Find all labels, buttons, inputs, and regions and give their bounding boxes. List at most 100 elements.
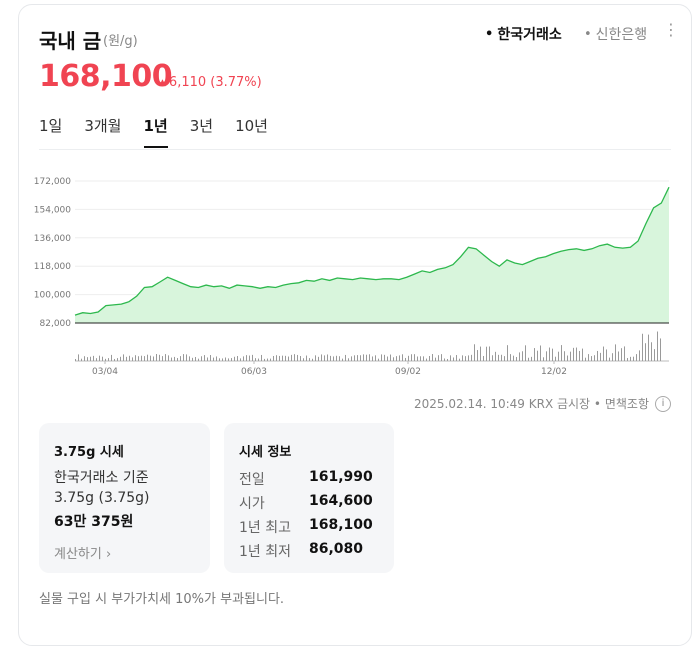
volume-bar <box>75 359 76 361</box>
volume-bar <box>396 356 397 361</box>
volume-bar <box>636 354 637 361</box>
info-row-low: 1년 최저 86,080 <box>239 541 363 561</box>
volume-bar <box>642 333 643 361</box>
page-title: 국내 금 <box>39 29 102 53</box>
volume-bar <box>207 357 208 361</box>
volume-bar <box>426 358 427 361</box>
volume-bar <box>372 356 373 361</box>
volume-bar <box>198 358 199 361</box>
volume-bar <box>495 351 496 361</box>
volume-bar <box>114 358 115 361</box>
volume-bar <box>408 355 409 361</box>
volume-bar <box>444 358 445 361</box>
volume-bar <box>222 358 223 361</box>
volume-bar <box>339 356 340 361</box>
volume-bar <box>489 346 490 361</box>
volume-bar <box>174 356 175 361</box>
info-row-high: 1년 최고 168,100 <box>239 517 373 537</box>
volume-bar <box>123 354 124 361</box>
volume-bar <box>369 354 370 361</box>
volume-bar <box>273 356 274 361</box>
current-price: 168,100 <box>39 59 173 94</box>
info-row-value: 86,080 <box>309 541 364 557</box>
volume-bar <box>348 358 349 361</box>
volume-bar <box>528 357 529 361</box>
volume-bar <box>351 356 352 361</box>
volume-bar <box>648 334 649 361</box>
y-tick-label: 172,000 <box>34 177 71 187</box>
volume-bar <box>576 347 577 361</box>
volume-bar <box>360 355 361 361</box>
tab-1d[interactable]: 1일 <box>39 117 63 135</box>
volume-bar <box>657 331 658 361</box>
price-chart[interactable]: 172,000 154,000 136,000 118,000 100,000 82,00… <box>19 165 691 385</box>
source-tab-shinhan[interactable]: • 신한은행 <box>584 24 647 44</box>
more-vertical-icon[interactable]: ⋮ <box>663 20 679 39</box>
tab-3y[interactable]: 3년 <box>189 117 214 135</box>
source-tab-krx[interactable]: • 한국거래소 <box>485 24 562 44</box>
tab-3m[interactable]: 3개월 <box>84 117 122 135</box>
x-tick-label: 12/02 <box>541 367 567 377</box>
tab-10y[interactable]: 10년 <box>235 117 268 135</box>
volume-bar <box>81 358 82 361</box>
volume-bar <box>225 357 226 361</box>
volume-bar <box>450 355 451 361</box>
info-row-prev: 전일 161,990 <box>239 469 373 489</box>
volume-bar <box>243 356 244 361</box>
volume-bar <box>186 354 187 361</box>
volume-bar <box>150 355 151 361</box>
volume-bar <box>543 357 544 361</box>
disclaimer-link[interactable]: 면책조항 <box>604 397 649 411</box>
volume-bar <box>477 350 478 361</box>
volume-bar <box>240 358 241 361</box>
source-tab-label: 신한은행 <box>595 27 648 43</box>
x-tick-label: 03/04 <box>92 367 118 377</box>
volume-bar <box>270 358 271 361</box>
volume-bar <box>168 355 169 361</box>
unit-label: (원/g) <box>103 34 138 49</box>
tab-1y[interactable]: 1년 <box>143 115 169 148</box>
calculate-link[interactable]: 계산하기 › <box>54 543 111 562</box>
price-area <box>75 187 669 323</box>
volume-bar <box>156 354 157 361</box>
volume-bar <box>282 355 283 361</box>
volume-bar <box>429 356 430 361</box>
volume-bar <box>261 354 262 361</box>
volume-bar <box>654 349 655 361</box>
volume-bar <box>366 354 367 361</box>
volume-bar <box>210 355 211 361</box>
info-icon[interactable]: i <box>655 395 671 412</box>
volume-bar <box>330 355 331 361</box>
volume-bar <box>393 357 394 361</box>
volume-bar <box>228 358 229 361</box>
volume-bar <box>534 348 535 361</box>
volume-bar <box>333 356 334 361</box>
volume-bar <box>357 355 358 361</box>
volume-bar <box>603 346 604 361</box>
volume-bar <box>453 357 454 361</box>
volume-bar <box>279 355 280 361</box>
volume-bar <box>390 354 391 361</box>
info-row-open: 시가 164,600 <box>239 493 373 513</box>
volume-bar <box>411 354 412 361</box>
volume-bar <box>468 355 469 361</box>
volume-bar <box>315 355 316 361</box>
volume-bar <box>588 354 589 361</box>
volume-bar <box>417 356 418 361</box>
volume-bar <box>435 357 436 361</box>
volume-bar <box>165 354 166 361</box>
vat-note: 실물 구입 시 부가가치세 10%가 부과됩니다. <box>39 592 285 607</box>
volume-bar <box>621 348 622 361</box>
volume-bar <box>195 356 196 361</box>
volume-bar <box>537 350 538 361</box>
volume-bar <box>399 355 400 361</box>
chevron-right-icon: › <box>105 547 112 562</box>
volume-bar <box>267 358 268 361</box>
volume-bar <box>288 356 289 361</box>
volume-bar <box>402 354 403 361</box>
y-tick-label: 118,000 <box>34 262 71 272</box>
timestamp: 2025.02.14. 10:49 KRX 금시장 <box>414 397 591 411</box>
volume-bar <box>660 338 661 361</box>
volume-bar <box>474 344 475 361</box>
volume-bar <box>183 354 184 361</box>
